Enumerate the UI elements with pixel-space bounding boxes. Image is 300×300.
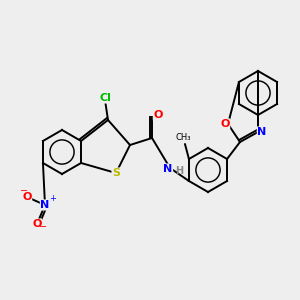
Text: +: +: [49, 194, 56, 203]
Text: O: O: [153, 110, 163, 120]
Text: −: −: [20, 186, 28, 196]
Text: −: −: [39, 222, 47, 232]
Text: N: N: [40, 200, 50, 210]
Text: S: S: [112, 168, 120, 178]
Text: CH₃: CH₃: [175, 133, 191, 142]
Text: O: O: [22, 192, 32, 202]
Text: N: N: [164, 164, 172, 174]
Text: N: N: [257, 127, 267, 137]
Text: O: O: [220, 119, 230, 129]
Text: H: H: [175, 166, 183, 176]
Text: Cl: Cl: [99, 93, 111, 103]
Text: O: O: [32, 219, 42, 229]
